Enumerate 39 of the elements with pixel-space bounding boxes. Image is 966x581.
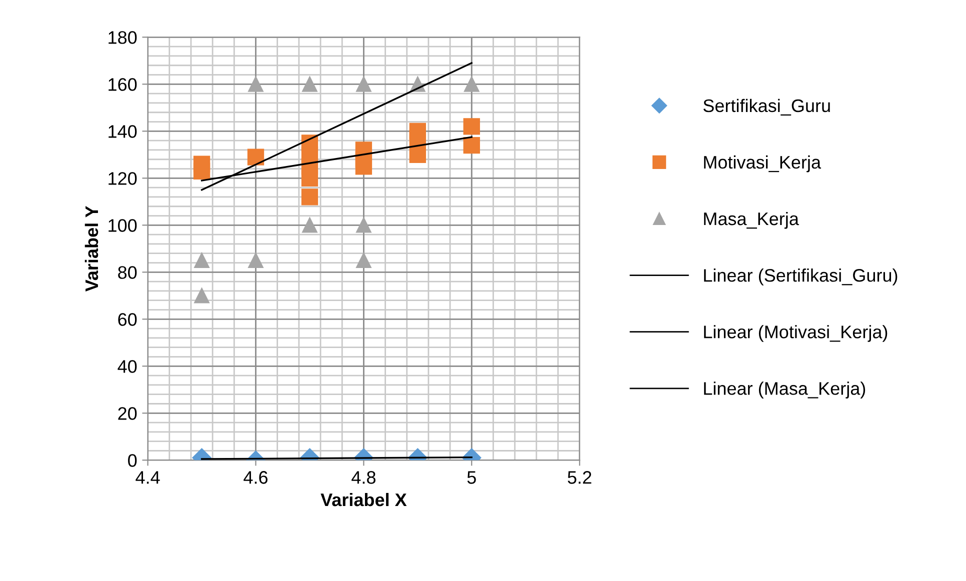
legend-label: Linear (Motivasi_Kerja) (704, 325, 888, 342)
legend-label: Linear (Masa_Kerja) (704, 382, 866, 398)
legend-label: Motivasi_Kerja (704, 155, 822, 172)
y-tick-label: 40 (118, 360, 137, 373)
point (463, 118, 480, 135)
y-tick-label: 160 (108, 78, 137, 91)
point (302, 76, 318, 92)
y-tick-label: 60 (118, 313, 137, 326)
point (193, 156, 210, 172)
point (409, 122, 426, 140)
y-tick-label: 80 (118, 266, 137, 279)
y-tick-label: 20 (118, 407, 137, 420)
x-tick-label: 5 (467, 471, 476, 484)
point (302, 218, 318, 233)
point (464, 76, 480, 92)
legend-label: Masa_Kerja (704, 212, 799, 229)
legend-label: Sertifikasi_Guru (703, 98, 830, 116)
y-tick-label: 0 (128, 454, 137, 467)
point (301, 188, 318, 206)
legend-label: Linear (Sertifikasi_Guru) (704, 268, 898, 286)
point (463, 136, 480, 154)
x-tick-label: 4.4 (136, 471, 160, 484)
point (248, 252, 264, 268)
point (356, 252, 372, 268)
point (356, 218, 372, 233)
y-tick-label: 120 (108, 172, 137, 185)
point (356, 76, 372, 92)
point (248, 76, 264, 92)
point (194, 252, 210, 268)
x-tick-label: 4.6 (244, 471, 268, 484)
y-axis-title: Variabel Y (84, 206, 98, 292)
x-tick-label: 5.2 (568, 471, 592, 484)
point (409, 146, 426, 164)
x-tick-label: 4.8 (352, 471, 376, 484)
y-tick-label: 180 (108, 31, 137, 44)
y-tick-label: 140 (108, 125, 137, 138)
point (247, 148, 264, 166)
y-tick-label: 100 (108, 219, 137, 232)
x-axis-title: Variabel X (320, 492, 407, 506)
